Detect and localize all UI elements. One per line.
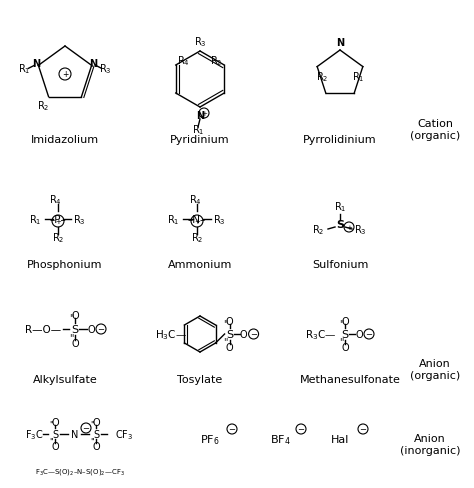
Text: Methanesulfonate: Methanesulfonate — [300, 374, 401, 384]
Text: −: − — [359, 425, 366, 434]
Text: Hal: Hal — [331, 434, 349, 444]
Text: −: − — [82, 424, 90, 433]
Text: ": " — [223, 318, 228, 328]
Text: Pyridinium: Pyridinium — [170, 135, 230, 145]
Text: R$_3$: R$_3$ — [354, 223, 366, 236]
Text: +: + — [194, 219, 200, 224]
Text: Anion
(inorganic): Anion (inorganic) — [400, 433, 460, 455]
Text: R$_4$: R$_4$ — [48, 193, 62, 206]
Text: ": " — [339, 336, 343, 346]
Text: S: S — [52, 429, 58, 439]
Text: −: − — [250, 330, 257, 339]
Text: O: O — [87, 325, 95, 334]
Text: Sulfonium: Sulfonium — [312, 260, 368, 269]
Text: −: − — [298, 425, 304, 434]
Text: Pyrrolidinium: Pyrrolidinium — [303, 135, 377, 145]
Text: R$_3$: R$_3$ — [100, 62, 112, 76]
Text: S: S — [226, 329, 233, 339]
Text: O: O — [71, 338, 79, 348]
Text: +: + — [55, 219, 61, 224]
Text: O: O — [92, 441, 100, 451]
Text: O: O — [355, 329, 363, 339]
Text: N: N — [71, 429, 79, 439]
Text: R—O—: R—O— — [25, 325, 61, 334]
Text: –P–: –P– — [50, 215, 66, 224]
Text: ": " — [69, 332, 73, 342]
Text: Ammonium: Ammonium — [168, 260, 232, 269]
Text: R$_1$: R$_1$ — [334, 200, 346, 213]
Text: F$_3$C: F$_3$C — [25, 427, 44, 441]
Text: S: S — [72, 325, 79, 334]
Text: R$_2$: R$_2$ — [52, 231, 64, 244]
Text: O: O — [226, 342, 233, 352]
Text: O: O — [226, 316, 233, 326]
Text: +: + — [201, 111, 207, 117]
Text: S: S — [93, 429, 99, 439]
Text: R$_1$: R$_1$ — [192, 123, 204, 137]
Text: ": " — [223, 336, 228, 346]
Text: +: + — [346, 224, 352, 230]
Text: Cation
(organic): Cation (organic) — [410, 119, 460, 141]
Text: R$_1$: R$_1$ — [352, 71, 364, 84]
Text: Anion
(organic): Anion (organic) — [410, 359, 460, 380]
Text: R$_3$: R$_3$ — [73, 213, 85, 226]
Text: Imidazolium: Imidazolium — [31, 135, 99, 145]
Text: R$_3$: R$_3$ — [194, 35, 206, 49]
Text: BF$_4$: BF$_4$ — [270, 432, 291, 446]
Text: R$_2$: R$_2$ — [37, 99, 50, 112]
Text: ": " — [90, 437, 94, 446]
Text: CF$_3$: CF$_3$ — [115, 427, 133, 441]
Text: N: N — [90, 59, 98, 69]
Text: −: − — [98, 325, 104, 334]
Text: O: O — [71, 310, 79, 320]
Text: O: O — [341, 342, 349, 352]
Text: N: N — [336, 38, 344, 48]
Text: R$_1$: R$_1$ — [167, 213, 179, 226]
Text: R$_4$: R$_4$ — [189, 193, 201, 206]
Text: R$_4$: R$_4$ — [177, 54, 190, 68]
Text: R$_2$: R$_2$ — [316, 71, 328, 84]
Text: R$_3$: R$_3$ — [213, 213, 225, 226]
Text: Phosphonium: Phosphonium — [27, 260, 103, 269]
Text: O: O — [341, 316, 349, 326]
Text: F$_3$C—S(O)$_2$–N–S(O)$_2$—CF$_3$: F$_3$C—S(O)$_2$–N–S(O)$_2$—CF$_3$ — [35, 466, 125, 476]
Text: ": " — [49, 437, 53, 446]
Text: +: + — [62, 70, 68, 80]
Text: R$_1$: R$_1$ — [29, 213, 41, 226]
Text: ": " — [339, 318, 343, 328]
Text: R$_2$: R$_2$ — [191, 231, 203, 244]
Text: R$_1$: R$_1$ — [18, 62, 31, 76]
Text: N: N — [32, 59, 40, 69]
Text: ": " — [90, 420, 94, 428]
Text: O: O — [51, 441, 59, 451]
Text: –N–: –N– — [188, 215, 206, 224]
Text: S: S — [341, 329, 348, 339]
Text: −: − — [365, 330, 373, 339]
Text: R$_2$: R$_2$ — [312, 223, 324, 236]
Text: N: N — [196, 111, 204, 121]
Text: H$_3$C—: H$_3$C— — [155, 327, 187, 341]
Text: R$_2$: R$_2$ — [210, 54, 222, 68]
Text: Tosylate: Tosylate — [177, 374, 223, 384]
Text: S: S — [336, 220, 344, 229]
Text: O: O — [51, 417, 59, 427]
Text: −: − — [228, 425, 236, 434]
Text: O: O — [240, 329, 247, 339]
Text: R$_3$C—: R$_3$C— — [305, 327, 337, 341]
Text: O: O — [92, 417, 100, 427]
Text: PF$_6$: PF$_6$ — [200, 432, 220, 446]
Text: ": " — [69, 312, 73, 323]
Text: ": " — [49, 420, 53, 428]
Text: Alkylsulfate: Alkylsulfate — [33, 374, 97, 384]
